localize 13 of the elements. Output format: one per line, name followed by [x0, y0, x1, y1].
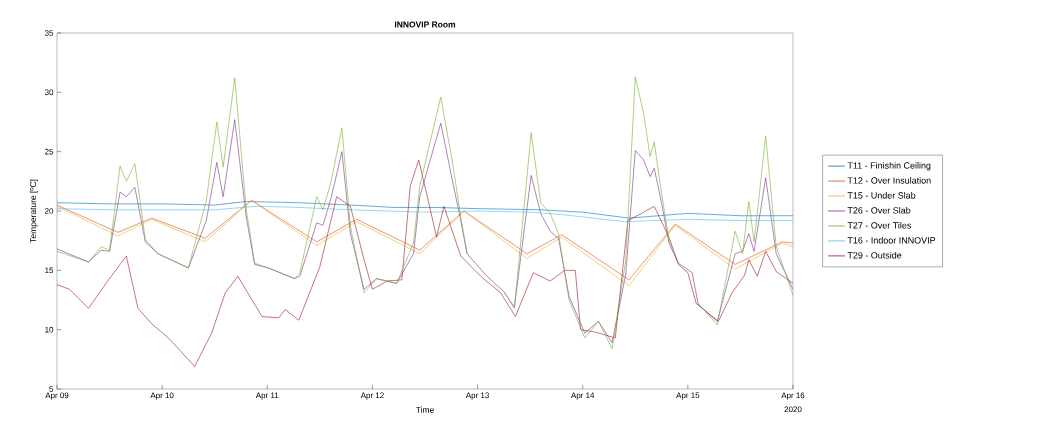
legend-label: T12 - Over Insulation	[847, 177, 931, 184]
line-series	[57, 119, 793, 344]
legend-label: T27 - Over Tiles	[847, 221, 912, 229]
legend-label: T15 - Under Slab	[847, 192, 916, 199]
legend-label: T26 - Over Slab	[847, 207, 911, 214]
line-series	[57, 159, 793, 367]
legend-label: T29 - Outside	[847, 251, 902, 259]
legend-label: T11 - Finishin Ceiling	[847, 162, 931, 171]
y-axis-title: Temperature [ºC]	[29, 179, 38, 243]
line-series	[57, 201, 793, 219]
x-axis-title: Time	[415, 406, 434, 413]
chart-title: INNOVIP Room	[394, 21, 456, 28]
legend-label: T16 - Indoor INNOVIP	[847, 236, 936, 244]
